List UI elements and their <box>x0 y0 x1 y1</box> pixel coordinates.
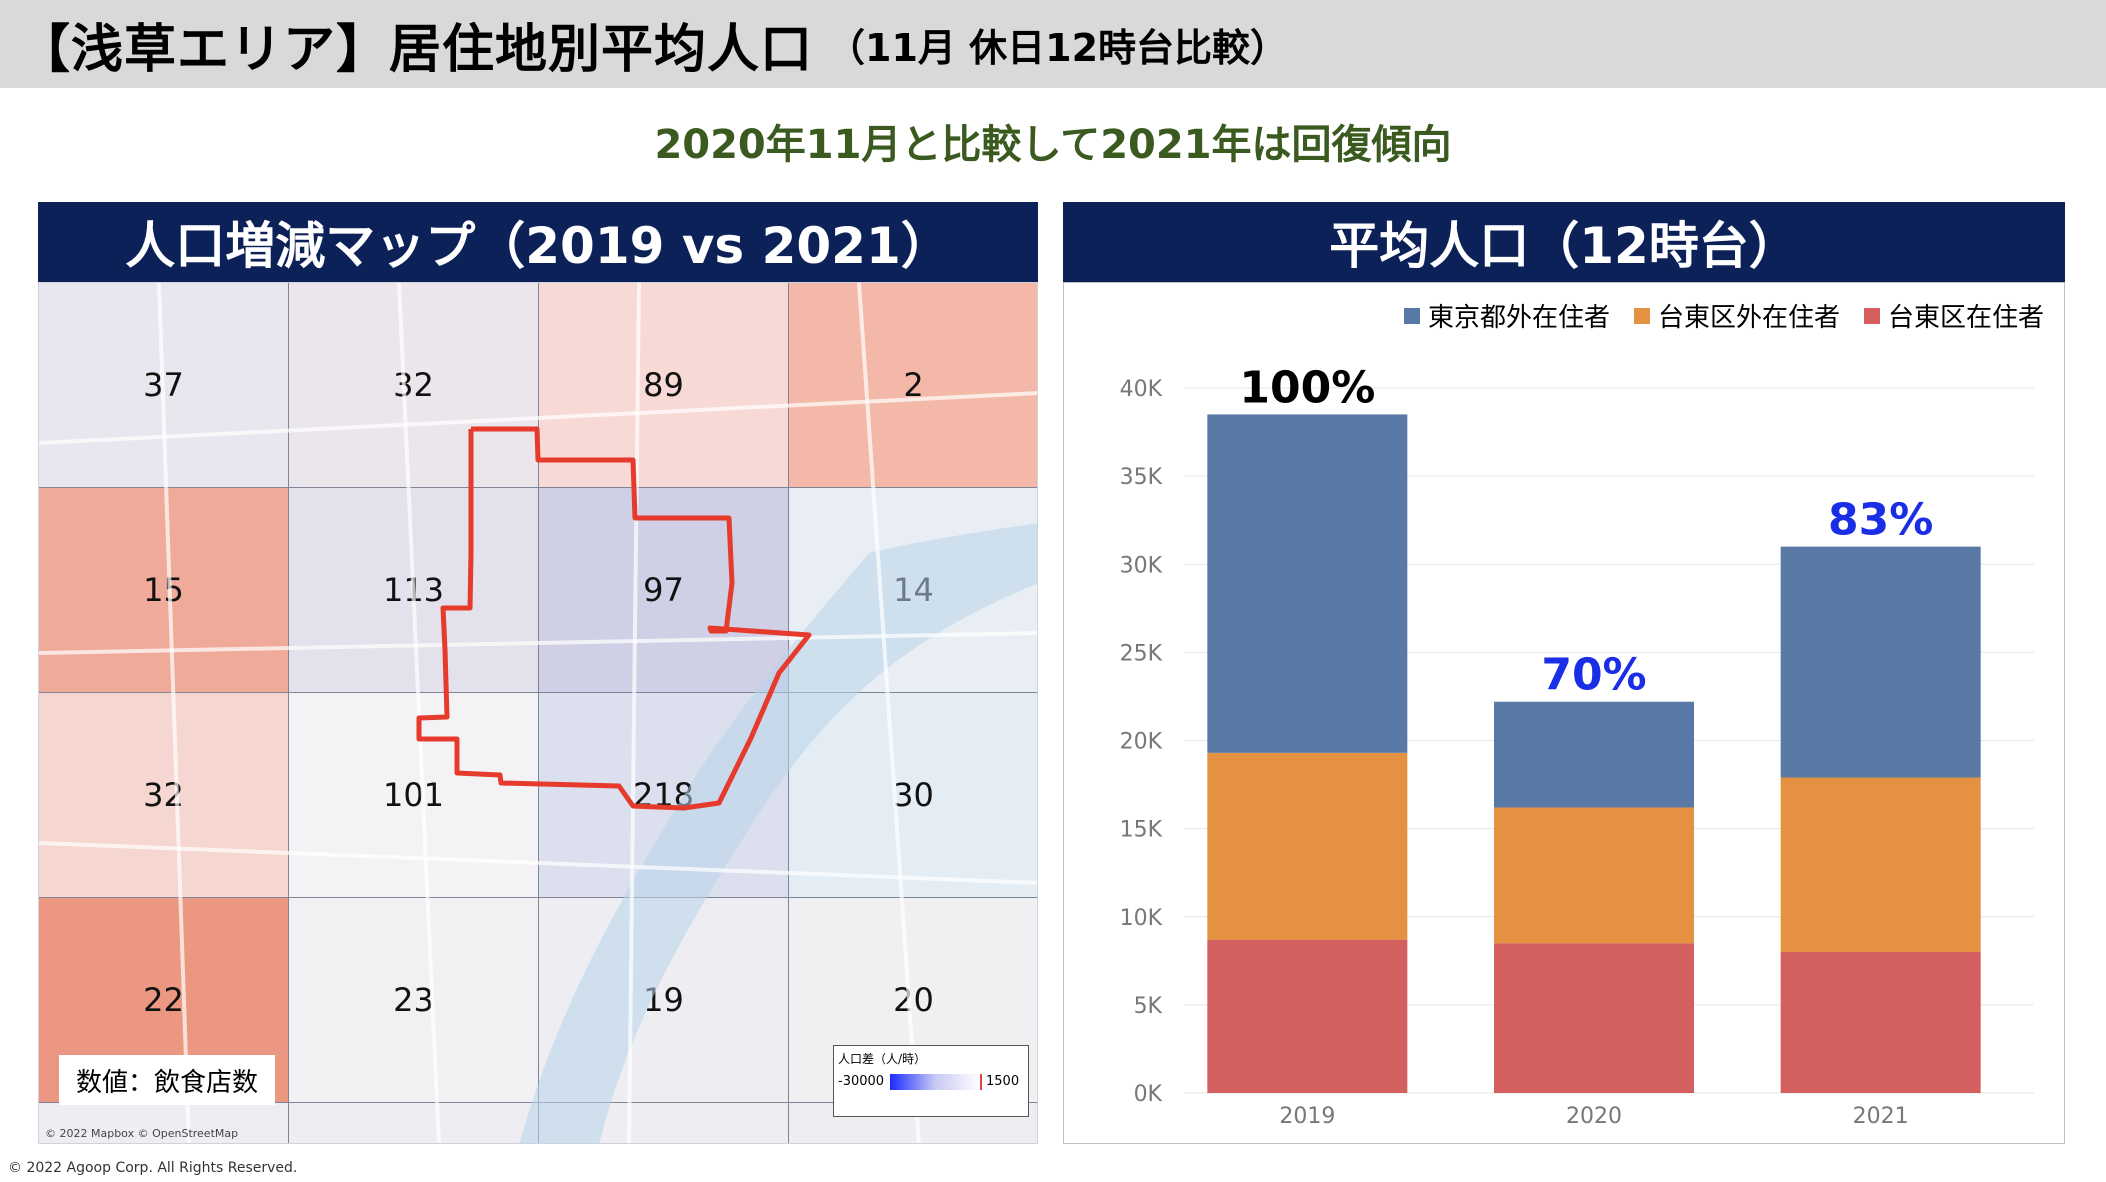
map-legend-gradient <box>890 1074 982 1090</box>
road <box>857 283 921 1143</box>
road <box>157 283 191 1143</box>
map-cell-value: 22 <box>143 981 184 1019</box>
y-tick-label: 0K <box>1134 1082 1163 1107</box>
legend-item: 台東区在住者 <box>1863 297 2044 334</box>
legend-swatch <box>1633 307 1650 324</box>
chart-panel-heading: 平均人口（12時台） <box>1063 202 2065 282</box>
x-tick-label: 2021 <box>1853 1104 1909 1129</box>
map-cell-partial <box>289 1103 539 1143</box>
map-legend-min: -30000 <box>838 1074 885 1089</box>
map-legend-title: 人口差（人/時） <box>838 1052 927 1066</box>
page-title-sub: （11月 休日12時台比較） <box>827 25 1289 70</box>
map-cell-value: 101 <box>382 776 445 814</box>
bar-total-label: 70% <box>1541 650 1646 701</box>
map-cell-value: 15 <box>143 571 184 609</box>
bar-segment <box>1780 952 1981 1093</box>
bar-segment <box>1207 752 1408 940</box>
map-cell: 32 <box>289 283 539 488</box>
bar-segment <box>1207 414 1408 753</box>
legend-item: 台東区外在住者 <box>1633 297 1840 334</box>
map-cell-value: 30 <box>893 776 934 814</box>
bar-segment <box>1207 939 1408 1093</box>
page-subtitle: 2020年11月と比較して2021年は回復傾向 <box>654 122 1452 168</box>
y-tick-label: 10K <box>1120 906 1163 931</box>
bar-segment <box>1494 701 1694 808</box>
map-cell: 101 <box>289 693 539 898</box>
map-panel-heading: 人口増減マップ（2019 vs 2021） <box>38 202 1038 282</box>
map-overlay <box>39 283 1037 1143</box>
map-panel: 3732892151139714321012183022231920 数値：飲食… <box>38 282 1038 1144</box>
stacked-bar-chart: 0K 5K 10K 15K 20K 25K 30K 35K 40K 100% 2019 70% 2020… <box>1120 362 2034 1129</box>
map-cell: 15 <box>39 488 289 693</box>
y-tick-label: 20K <box>1120 730 1163 755</box>
map-cell-partial <box>39 1103 289 1143</box>
legend-label: 台東区外在住者 <box>1657 303 1840 333</box>
asakusa-area-boundary <box>416 426 812 811</box>
y-tick-label: 40K <box>1120 377 1163 402</box>
map-cell-value: 97 <box>643 571 684 609</box>
road <box>39 631 1037 655</box>
legend-swatch <box>1863 307 1880 324</box>
map-cell: 32 <box>39 693 289 898</box>
count-label: 数値：飲食店数 <box>59 1055 275 1105</box>
y-tick-label: 35K <box>1120 465 1163 490</box>
map-legend: 人口差（人/時） -30000 1500 <box>833 1045 1029 1117</box>
map-cell: 2 <box>789 283 1037 488</box>
bar-segment <box>1494 807 1694 944</box>
river-shape <box>519 523 1037 1143</box>
legend-swatch <box>1403 307 1420 324</box>
map-attribution: © 2022 Mapbox © OpenStreetMap <box>45 1127 239 1140</box>
title-bar: 【浅草エリア】居住地別平均人口 （11月 休日12時台比較） <box>0 0 2106 88</box>
legend-label: 東京都外在住者 <box>1427 303 1610 333</box>
road <box>39 391 1037 445</box>
road <box>39 841 1037 885</box>
map-legend-max: 1500 <box>986 1074 1020 1089</box>
bar-segment <box>1780 777 1981 952</box>
y-tick-label: 25K <box>1120 641 1163 666</box>
map-cell-value: 89 <box>643 366 684 404</box>
map-cell-value: 2 <box>903 366 924 404</box>
page-title: 【浅草エリア】居住地別平均人口 <box>18 19 814 80</box>
y-tick-label: 5K <box>1134 994 1163 1019</box>
map-cell: 23 <box>289 898 539 1103</box>
bar-total-label: 83% <box>1828 495 1933 546</box>
chart-panel: 東京都外在住者 台東区外在住者 台東区在住者 0K 5K 10K 15K 20K 25K 30K… <box>1063 282 2065 1144</box>
map-cell-value: 32 <box>393 366 434 404</box>
x-tick-label: 2019 <box>1279 1104 1335 1129</box>
y-tick-label: 15K <box>1120 818 1163 843</box>
x-tick-label: 2020 <box>1566 1104 1622 1129</box>
legend-label: 台東区在住者 <box>1887 303 2044 333</box>
bar-segment <box>1494 943 1694 1093</box>
map-cell-value: 20 <box>893 981 934 1019</box>
bar-segment <box>1780 546 1981 778</box>
map-cell: 97 <box>539 488 789 693</box>
chart-legend: 東京都外在住者 台東区外在住者 台東区在住者 <box>1403 297 2044 334</box>
copyright: © 2022 Agoop Corp. All Rights Reserved. <box>8 1160 298 1176</box>
map-cell: 89 <box>539 283 789 488</box>
map-cell: 30 <box>789 693 1037 898</box>
bar-total-label: 100% <box>1239 362 1375 413</box>
road <box>627 283 641 1143</box>
legend-item: 東京都外在住者 <box>1403 297 1610 334</box>
road <box>397 283 441 1143</box>
map-cell-value: 23 <box>393 981 434 1019</box>
y-tick-label: 30K <box>1120 553 1163 578</box>
